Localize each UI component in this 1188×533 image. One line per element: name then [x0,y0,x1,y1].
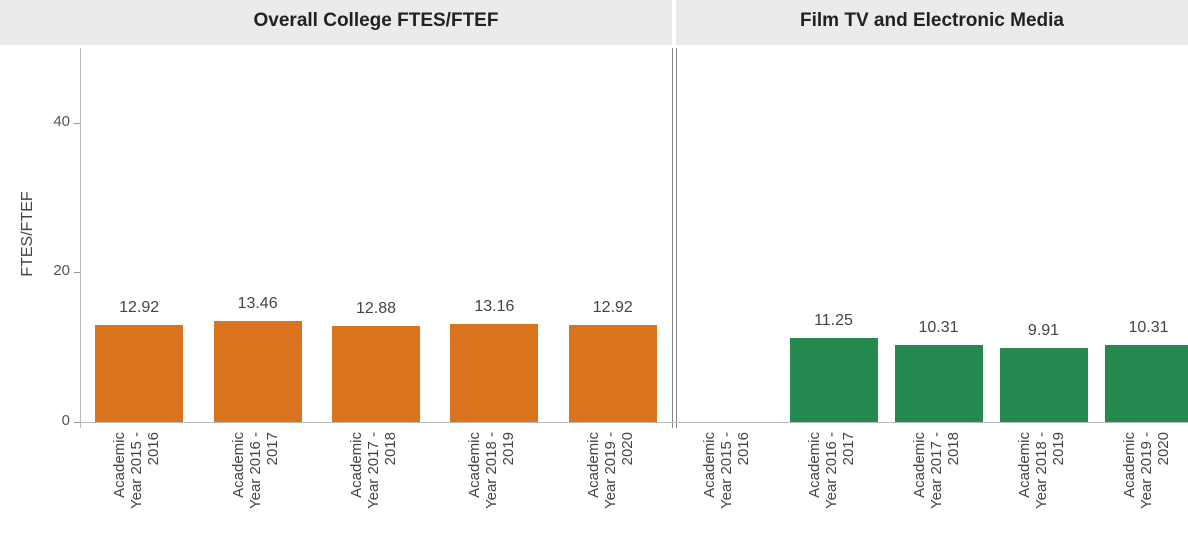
bar [568,325,657,422]
value-label: 13.46 [237,295,278,313]
value-label: 9.91 [1027,321,1060,339]
y-tick-label: 0 [61,412,70,429]
x-tick-label: Academic Year 2015 - 2016 [700,432,752,510]
bar [999,347,1088,422]
bar [789,337,878,422]
y-tick-label: 20 [53,262,70,280]
y-tick [74,422,80,423]
x-tick-label: Academic Year 2015 - 2016 [111,432,163,510]
panel-border [672,48,673,428]
bar [213,321,302,422]
panel-title: Overall College FTES/FTEF [253,10,499,31]
bar [332,325,420,422]
x-tick-label: Academic Year 2018 - 2019 [466,432,518,510]
panel-border [676,48,677,428]
x-tick-label: Academic Year 2016 - 2017 [229,432,281,510]
x-tick-label: Academic Year 2017 - 2018 [348,432,399,510]
value-label: 13.16 [474,297,515,315]
value-label: 12.88 [355,299,397,317]
value-label: 10.31 [918,318,959,336]
y-tick-label: 40 [53,112,70,130]
panel-border [80,48,81,428]
y-tick [74,272,80,274]
x-tick-label: Academic Year 2018 - 2019 [1015,432,1067,510]
x-tick-label: Academic Year 2017 - 2018 [910,432,962,510]
panel-title: Film TV and Electronic Media [800,10,1064,31]
x-tick-label: Academic Year 2019 - 2020 [584,432,636,510]
x-tick-label: Academic Year 2019 - 2020 [1120,432,1172,510]
baseline [80,422,1188,423]
value-label: 12.92 [592,299,633,317]
bar [894,344,983,422]
header-separator [672,0,676,45]
y-tick [74,122,80,124]
x-tick-label: Academic Year 2016 - 2017 [805,432,857,510]
value-label: 12.92 [119,299,160,317]
bar [1104,344,1188,422]
value-label: 10.31 [1128,318,1169,336]
header-band [0,0,1188,45]
bar [95,325,184,422]
value-label: 11.25 [814,311,853,329]
bar [450,323,539,422]
